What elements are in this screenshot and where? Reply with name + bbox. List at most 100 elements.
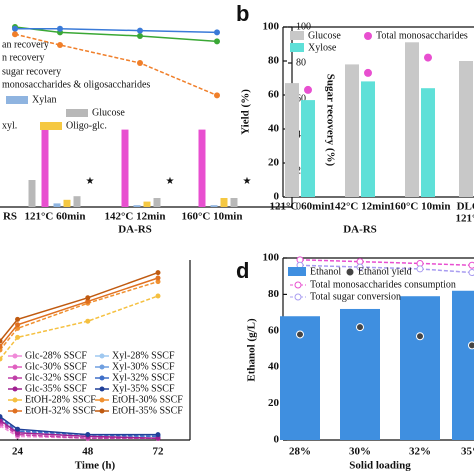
x-axis-label: Time (h) [75, 460, 116, 472]
dot [468, 341, 474, 350]
y2-tick-label: 80 [296, 57, 306, 68]
dot [416, 332, 424, 341]
legend-marker [99, 375, 105, 381]
line-marker [155, 432, 161, 438]
line-marker [214, 38, 220, 45]
bar [63, 199, 71, 207]
y-tick-label: 60 [268, 89, 280, 101]
y-tick-label: 100 [263, 21, 280, 33]
legend-label: sugar recovery [2, 66, 61, 77]
x-tick-label: 142°C 12min [330, 201, 391, 213]
legend-label: Glc-28% SSCF [25, 350, 87, 361]
line [0, 417, 159, 438]
bar [230, 198, 238, 207]
x-tick-label: 121°C 60min [270, 201, 331, 213]
bar [121, 129, 129, 207]
x-tick-label: 35% [461, 446, 474, 458]
legend-label: Oligo-glc. [66, 120, 107, 131]
line-marker [57, 25, 63, 32]
y-tick-label: 80 [268, 288, 280, 300]
legend-label: Ethanol yield [358, 266, 412, 277]
bar [198, 129, 206, 207]
line-marker [57, 42, 63, 48]
line-marker [155, 293, 161, 299]
legend-swatch [40, 122, 62, 130]
legend-marker [99, 353, 105, 359]
bar [41, 127, 49, 207]
legend-label: EtOH-28% SSCF [25, 394, 96, 405]
y-tick-label: 100 [263, 252, 280, 264]
legend-label: an recovery [2, 39, 49, 50]
bar [133, 205, 141, 207]
line-marker [85, 318, 91, 324]
legend-label: Total sugar conversion [310, 291, 401, 302]
line [14, 33, 218, 97]
line-marker [155, 279, 161, 285]
legend-marker [99, 408, 105, 414]
star-marker: ★ [166, 176, 175, 187]
legend-label: EtOH-30% SSCF [112, 394, 183, 405]
y2-tick-label: 0 [296, 201, 301, 212]
line-marker [85, 295, 91, 301]
bar [400, 296, 440, 440]
line-marker [0, 414, 3, 420]
line-marker [0, 343, 3, 349]
bar [405, 42, 419, 197]
line-marker [468, 261, 474, 269]
line [0, 419, 159, 439]
line-marker [468, 269, 474, 277]
y-tick-label: 0 [274, 434, 280, 446]
y-tick-label: 80 [268, 55, 280, 67]
line-marker [137, 27, 143, 34]
line-marker [0, 338, 3, 344]
legend-label: Total monosaccharides consumption [310, 279, 456, 290]
legend-marker [12, 375, 18, 381]
x-tick-sublabel: 121°C 3 [455, 213, 474, 225]
y2-tick-label: 60 [296, 93, 306, 104]
line-marker [12, 31, 18, 38]
line-marker [416, 265, 424, 273]
bar [361, 81, 375, 197]
group-label: DA-RS [118, 224, 152, 236]
bar [210, 205, 218, 207]
legend-marker [12, 386, 18, 392]
dot [364, 68, 372, 77]
legend-label: EtOH-35% SSCF [112, 405, 183, 416]
legend-marker [12, 353, 18, 359]
legend-marker [99, 386, 105, 392]
line [299, 264, 473, 274]
legend-swatch [290, 43, 304, 52]
legend-label: Glucose [308, 30, 341, 41]
x-tick-label: 160°C 10min [390, 201, 451, 213]
x-tick-label: 72 [153, 446, 165, 458]
legend-label: monosaccharides & oligosaccharides [2, 79, 150, 90]
line [0, 295, 159, 360]
y-tick-label: 20 [268, 397, 280, 409]
line-marker [15, 334, 21, 340]
line [15, 28, 218, 34]
legend-marker [294, 281, 302, 289]
legend-swatch [290, 31, 304, 40]
legend-label: Xyl-32% SSCF [112, 372, 175, 383]
panel-letter: d [236, 258, 249, 283]
y-tick-label: 40 [268, 361, 280, 373]
legend-label: Glc-30% SSCF [25, 361, 87, 372]
bar [73, 196, 81, 207]
line-marker [155, 435, 161, 441]
line [14, 26, 218, 43]
x-tick-label: 24 [12, 446, 24, 458]
bar [28, 180, 36, 207]
x-tick-label: 28% [289, 446, 311, 458]
line-marker [155, 270, 161, 276]
legend-label: Glc-35% SSCF [25, 383, 87, 394]
legend-label: Xylan [32, 94, 56, 105]
x-tick-label: 121°C 60min [25, 211, 86, 223]
line-marker [137, 33, 143, 39]
y-tick-label: 0 [274, 191, 280, 203]
star-marker: ★ [243, 176, 252, 187]
line [0, 424, 158, 439]
line-marker [155, 275, 161, 281]
line-marker [85, 298, 91, 304]
line-marker [15, 426, 21, 432]
